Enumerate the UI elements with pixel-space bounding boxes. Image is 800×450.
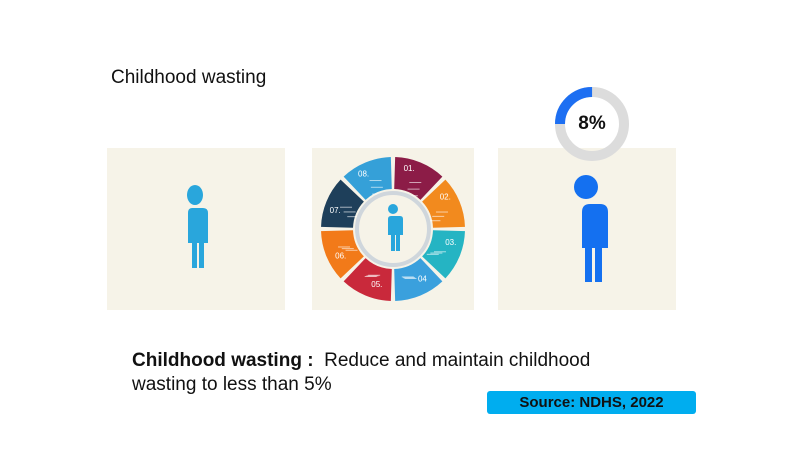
wheel-segment-label: 04 (418, 274, 427, 283)
wheel-placeholder-line (435, 211, 448, 213)
infographic-panel: 01. 02. 03. 04 05. 06. 07. 08. (312, 148, 474, 310)
wheel-placeholder-line (409, 182, 422, 184)
wheel-placeholder-line (369, 180, 382, 182)
wheel-segment (321, 179, 364, 228)
center-person-icon (386, 204, 403, 251)
wheel-placeholder-line (370, 186, 383, 188)
wheel-segment-label: 05. (371, 280, 382, 289)
wheel-placeholder-line (403, 277, 416, 279)
wheel-placeholder-line (340, 206, 353, 208)
wheel-segment (343, 258, 392, 301)
target-label: Childhood wasting : (132, 350, 314, 371)
wheel-segment (321, 230, 364, 279)
target-statement: Childhood wasting : Reduce and maintain … (132, 349, 652, 397)
source-badge: Source: NDHS, 2022 (487, 391, 696, 414)
wheel-placeholder-line (341, 248, 354, 250)
wheel-placeholder-line (430, 252, 443, 254)
progress-donut (555, 87, 629, 161)
wheel-placeholder-line (368, 274, 381, 276)
wheel-segment-label: 03. (445, 238, 456, 247)
wheel-placeholder-line (433, 251, 446, 253)
person-panel-left (107, 148, 285, 310)
wheel-placeholder-line (426, 253, 439, 255)
wheel-segment (394, 258, 443, 301)
wheel-segment-label: 08. (358, 170, 369, 179)
wheel-segment-label: 06. (335, 251, 346, 260)
target-text: Reduce and maintain childhood wasting to… (132, 350, 591, 395)
highlighted-person-icon (572, 175, 608, 282)
wheel-segment (343, 157, 392, 200)
wheel-placeholder-line (407, 188, 420, 190)
wheel-placeholder-line (428, 220, 441, 222)
wheel-infographic: 01. 02. 03. 04 05. 06. 07. 08. (321, 157, 465, 301)
wheel-placeholder-line (366, 275, 379, 277)
wheel-segment-label: 07. (330, 206, 341, 215)
person-icon (187, 185, 208, 268)
wheel-placeholder-line (338, 246, 351, 248)
wheel-placeholder-line (364, 275, 377, 277)
wheel-segment (422, 230, 465, 279)
person-panel-right (498, 148, 676, 310)
wheel-placeholder-line (432, 215, 445, 217)
wheel-placeholder-line (345, 249, 358, 251)
wheel-segment (394, 157, 443, 200)
wheel-placeholder-line (404, 277, 417, 279)
wheel-segment (422, 179, 465, 228)
wheel-placeholder-line (401, 276, 414, 278)
page-title: Childhood wasting (111, 67, 267, 88)
wheel-placeholder-line (405, 195, 418, 197)
wheel-placeholder-line (343, 211, 356, 213)
wheel-segment-label: 02. (440, 193, 451, 202)
wheel-placeholder-line (347, 216, 360, 218)
progress-value: 8% (578, 113, 606, 134)
wheel-segment-label: 01. (404, 164, 415, 173)
